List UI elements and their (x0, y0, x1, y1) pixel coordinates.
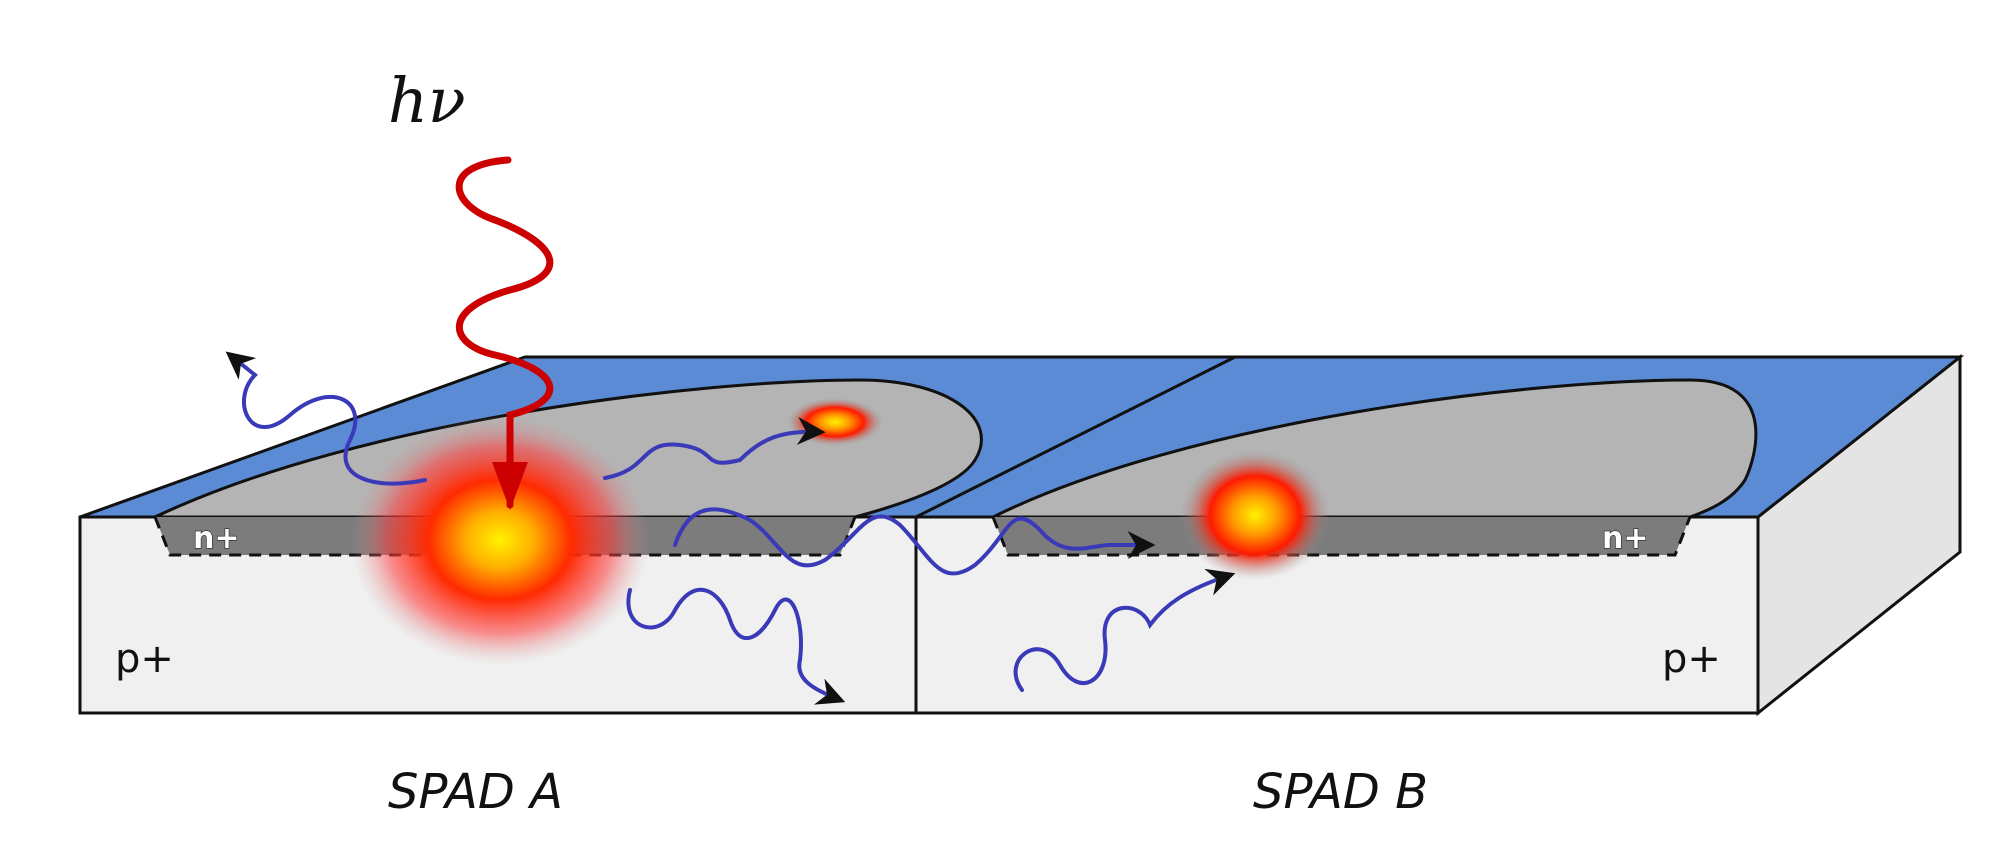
p-plus-label-a: p+ (115, 636, 174, 682)
emitted-photons (225, 351, 1236, 705)
avalanche-spot-spad-b (1180, 450, 1330, 580)
photon-energy-label: hν (388, 64, 466, 137)
emitted-photon-upleft (225, 351, 427, 486)
spad-b-n-plus-region (993, 517, 1690, 555)
emitted-photon-into-spad-b-from-below (1013, 568, 1236, 692)
avalanche-spot-secondary (787, 398, 883, 446)
spad-b-junction-top (992, 378, 1758, 519)
incident-photon-arrowhead (492, 462, 528, 510)
avalanche-spot-main (350, 415, 650, 665)
n-plus-label-b: n+ (1602, 521, 1649, 556)
incident-photon-wave (455, 156, 554, 509)
emitted-photon-downward (626, 587, 846, 705)
emitted-photon-to-spad-b (673, 507, 1156, 576)
spad-a-label: SPAD A (388, 764, 563, 820)
p-plus-label-b: p+ (1662, 636, 1721, 682)
spad-b-junction (991, 378, 1758, 557)
spad-b-label: SPAD B (1253, 764, 1428, 820)
emitted-photon-to-secondary-spot (603, 416, 826, 480)
pixel-divider-top (915, 355, 1236, 519)
spad-a-junction-boundary (153, 516, 857, 557)
n-plus-label-a: n+ (193, 521, 240, 556)
